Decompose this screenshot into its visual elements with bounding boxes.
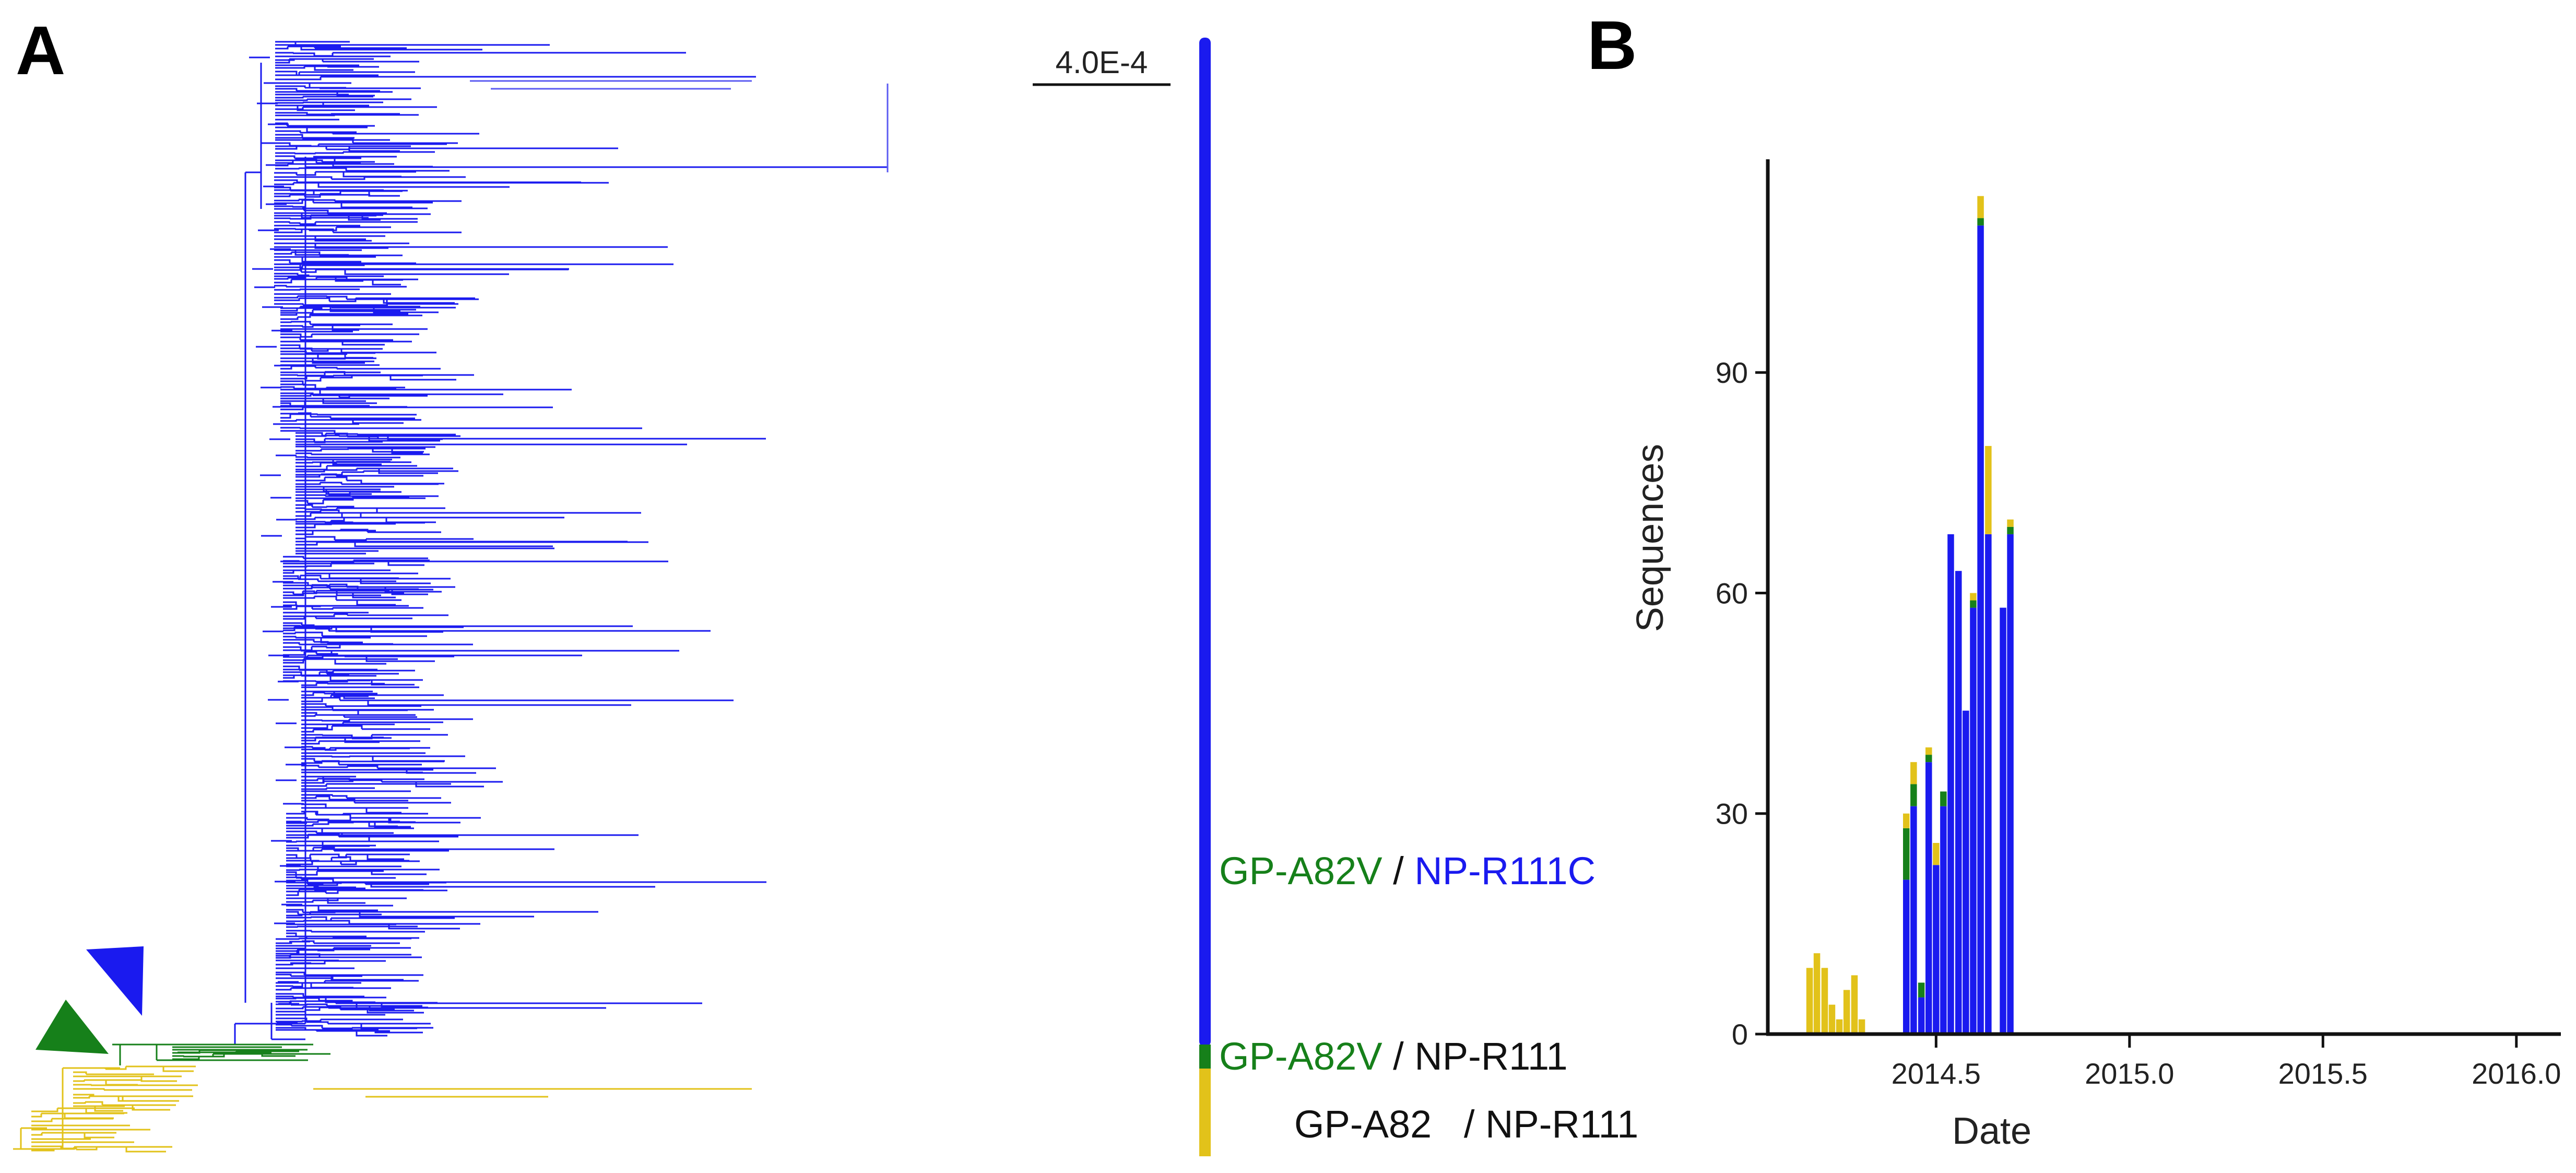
bar-segment-series-0	[1940, 806, 1947, 1034]
legend-np-part: NP-R111C	[1414, 849, 1596, 893]
legend-separator: /	[1382, 849, 1415, 893]
legend-label-gp-a82v-np-r111c: GP-A82V / NP-R111C	[1219, 849, 1596, 893]
chart-axes: 0 30 60 90 2014.5 2015.0 2015.5 2016.0	[1716, 159, 2561, 1090]
y-tick-label: 0	[1732, 1018, 1748, 1051]
bar-segment-series-0	[1955, 571, 1962, 1034]
tree-branches	[73, 1065, 198, 1112]
bar-segment-series-2	[1821, 968, 1828, 1034]
tree-branches	[172, 1046, 330, 1060]
tree-branches	[283, 556, 711, 686]
tree-long-branch	[313, 1088, 752, 1098]
bar-segment-series-1	[1977, 218, 1984, 226]
tree-branches	[275, 41, 756, 172]
x-tick-label: 2015.5	[2278, 1057, 2368, 1090]
bar-segment-series-2	[1977, 196, 1984, 218]
legend-np-part: NP-R111	[1414, 1035, 1567, 1078]
bar-segment-series-1	[1918, 982, 1925, 998]
clade-bar-blue	[1199, 38, 1211, 1047]
bar-segment-series-2	[1828, 1004, 1836, 1034]
phylogenetic-tree-panel: 4.0E-4 GP-A82V / NP-R111C GP-A82V / NP-R…	[13, 38, 1692, 1156]
bar-segment-series-1	[1925, 755, 1932, 763]
bar-segment-series-2	[1925, 747, 1932, 755]
legend-gp-part: GP-A82	[1294, 1102, 1432, 1146]
x-tick-label: 2015.0	[2085, 1057, 2174, 1090]
bar-segment-series-0	[1925, 762, 1932, 1034]
x-axis-title: Date	[1952, 1110, 2031, 1152]
legend-gp-part: GP-A82V	[1219, 849, 1382, 893]
bar-segment-series-1	[1903, 828, 1910, 880]
bar-segment-series-0	[1970, 607, 1977, 1034]
scale-bar-label: 4.0E-4	[1056, 45, 1148, 80]
bar-segment-series-1	[1970, 600, 1977, 608]
bar-segment-series-1	[2007, 526, 2014, 534]
legend-separator: /	[1432, 1102, 1485, 1146]
legend-label-gp-a82v-np-r111: GP-A82V / NP-R111	[1219, 1035, 1568, 1078]
legend-separator: /	[1382, 1035, 1415, 1078]
tree-branches	[112, 1043, 313, 1065]
tree-branches	[31, 1107, 172, 1153]
bar-segment-series-2	[1910, 762, 1917, 784]
bars	[1806, 196, 2014, 1035]
tree-branches	[280, 305, 642, 440]
y-tick-label: 60	[1716, 577, 1748, 609]
bar-segment-series-0	[1947, 534, 1954, 1034]
bar-segment-series-0	[1985, 534, 1992, 1034]
clade-bar-green	[1199, 1045, 1211, 1070]
bar-segment-series-2	[1970, 593, 1977, 601]
bar-segment-series-2	[1985, 445, 1992, 534]
panel-a-label: A	[16, 12, 65, 89]
y-axis-title: Sequences	[1629, 444, 1671, 632]
y-tick-label: 30	[1716, 797, 1748, 830]
sequences-bar-chart: 0 30 60 90 2014.5 2015.0 2015.5 2016.0 Date Seq…	[1629, 159, 2561, 1152]
tree-branches	[276, 937, 702, 1037]
tree-clade-gp-a82-np-r111	[13, 1065, 752, 1153]
bar-segment-series-2	[1858, 1019, 1865, 1034]
bar-segment-series-2	[1843, 990, 1850, 1034]
bar-segment-series-2	[1806, 968, 1813, 1034]
x-tick-label: 2016.0	[2472, 1057, 2561, 1090]
tree-clade-gp-a82v-np-r111c	[234, 41, 889, 1045]
bar-segment-series-2	[2007, 519, 2014, 527]
blue-arrowhead-icon	[86, 946, 144, 1016]
panel-b-label: B	[1587, 7, 1637, 84]
green-arrowhead-icon	[36, 1000, 109, 1054]
tree-branches	[301, 682, 734, 824]
tree-branches	[286, 811, 766, 940]
bar-segment-series-0	[1963, 710, 1969, 1034]
bar-segment-series-2	[1836, 1019, 1843, 1034]
bar-segment-series-2	[1933, 843, 1940, 865]
legend-gp-part: GP-A82V	[1219, 1035, 1382, 1078]
bar-segment-series-1	[1940, 791, 1947, 806]
bar-segment-series-0	[2007, 534, 2014, 1034]
bar-segment-series-0	[1910, 806, 1917, 1034]
legend-label-gp-a82-np-r111: GP-A82 / NP-R111	[1219, 1102, 1692, 1146]
tree-highlight-branch	[470, 80, 889, 172]
bar-segment-series-2	[1851, 975, 1858, 1034]
x-tick-label: 2014.5	[1892, 1057, 1981, 1090]
y-tick-label: 90	[1716, 356, 1748, 389]
tree-branches	[296, 432, 766, 555]
bar-segment-series-0	[1903, 879, 1910, 1034]
tree-long-branch	[305, 156, 888, 168]
bar-segment-series-0	[1977, 225, 1984, 1035]
tree-clade-gp-a82v-np-r111	[112, 1043, 330, 1065]
bar-segment-series-0	[1918, 997, 1925, 1034]
clade-bar-yellow	[1199, 1069, 1211, 1156]
bar-segment-series-2	[1813, 953, 1821, 1034]
bar-segment-series-2	[1903, 813, 1910, 828]
legend-np-part: NP-R111	[1485, 1102, 1638, 1146]
bar-segment-series-0	[2000, 607, 2006, 1034]
bar-segment-series-0	[1933, 865, 1940, 1034]
tree-branches	[274, 171, 673, 306]
bar-segment-series-1	[1910, 784, 1917, 806]
